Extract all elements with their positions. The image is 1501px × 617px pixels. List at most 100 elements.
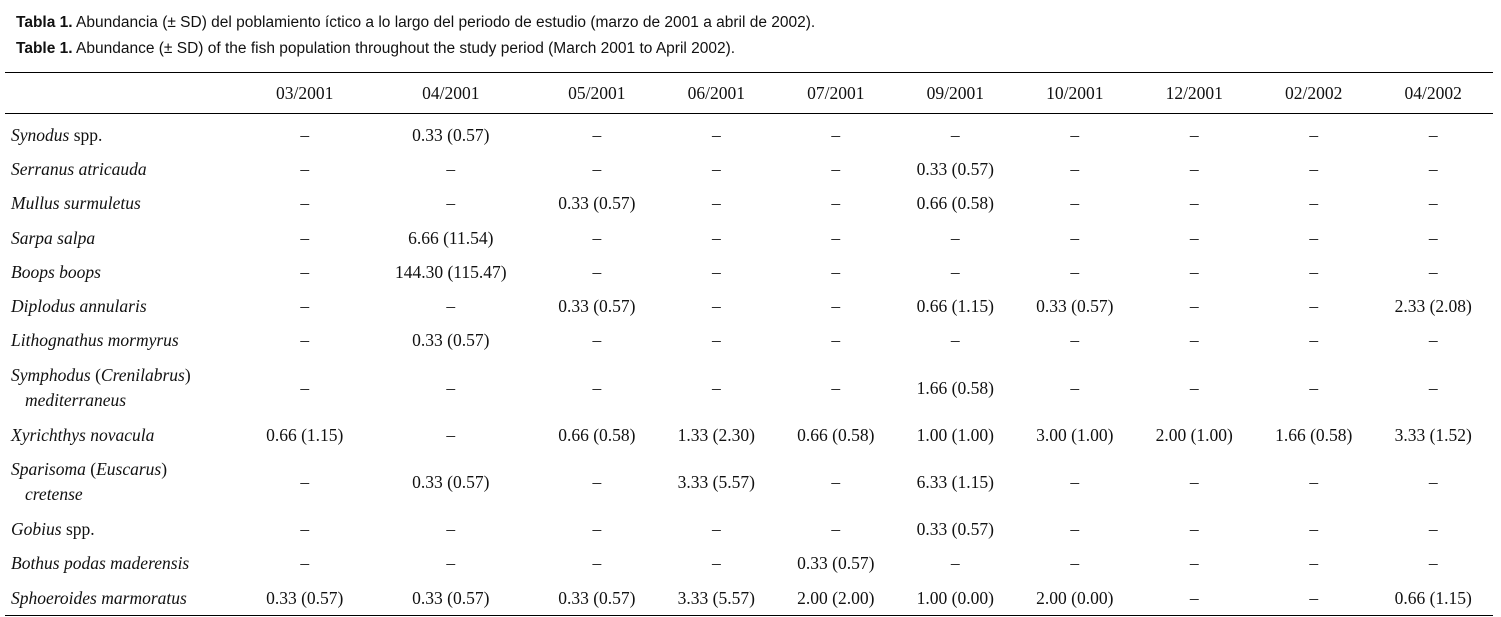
abundance-cell: – (831, 261, 841, 282)
abundance-cell: – (1309, 296, 1319, 317)
abundance-cell: 0.66 (1.15) (266, 424, 344, 445)
species-name-continuation: cretense (25, 484, 83, 505)
abundance-cell: – (1428, 124, 1438, 145)
abundance-cell: – (950, 124, 960, 145)
abundance-cell: 1.66 (0.58) (916, 377, 994, 398)
species-name-part: Synodus (11, 124, 70, 145)
abundance-cell: – (831, 296, 841, 317)
species-name: Gobius spp. (5, 512, 245, 546)
abundance-cell: – (300, 261, 310, 282)
abundance-cell: – (1428, 471, 1438, 492)
abundance-cell: – (1070, 193, 1080, 214)
column-header: 12/2001 (1134, 72, 1254, 114)
abundance-cell: – (1189, 124, 1199, 145)
abundance-cell: – (446, 193, 456, 214)
abundance-cell: 1.00 (1.00) (916, 424, 994, 445)
species-name-part: Symphodus (11, 365, 91, 386)
abundance-cell: 3.33 (1.52) (1394, 424, 1472, 445)
abundance-cell: 0.33 (0.57) (412, 124, 490, 145)
abundance-cell: 2.00 (0.00) (1015, 580, 1135, 617)
abundance-cell: – (711, 553, 721, 574)
abundance-cell: 1.33 (2.30) (677, 424, 755, 445)
abundance-cell: – (1189, 296, 1199, 317)
abundance-cell: 0.33 (0.57) (412, 471, 490, 492)
abundance-cell: – (831, 519, 841, 540)
abundance-cell: – (1254, 580, 1374, 617)
abundance-cell: – (1428, 330, 1438, 351)
abundance-cell: – (1070, 261, 1080, 282)
species-name-part: ) (161, 459, 168, 480)
abundance-cell: – (592, 124, 602, 145)
species-name-part: Euscarus (96, 459, 162, 480)
abundance-cell: – (300, 158, 310, 179)
table-row: Synodus spp. – 0.33 (0.57) – – – – – – – – (5, 114, 1493, 153)
abundance-cell: – (1428, 519, 1438, 540)
abundance-cell: – (831, 193, 841, 214)
abundance-cell: – (831, 471, 841, 492)
table-row: Boops boops – 144.30 (115.47) – – – – – – – – (5, 255, 1493, 289)
caption-label: Table 1. (16, 40, 73, 57)
abundance-cell: – (446, 424, 456, 445)
abundance-cell: – (592, 553, 602, 574)
species-name-part: ( (85, 459, 97, 480)
caption-label: Tabla 1. (16, 14, 73, 31)
abundance-table: 03/2001 04/2001 05/2001 06/2001 07/2001 … (5, 72, 1493, 617)
abundance-cell: – (831, 158, 841, 179)
abundance-cell: – (446, 377, 456, 398)
column-header: 07/2001 (776, 72, 896, 114)
abundance-cell: 1.00 (0.00) (895, 580, 1016, 617)
species-name-part: Crenilabrus (100, 365, 185, 386)
abundance-cell: 0.33 (0.57) (537, 580, 657, 617)
abundance-cell: 0.66 (0.58) (916, 193, 994, 214)
species-name-part: spp. (61, 519, 95, 540)
column-header: 02/2002 (1254, 72, 1374, 114)
abundance-cell: – (1428, 553, 1438, 574)
abundance-cell: – (300, 227, 310, 248)
abundance-cell: – (300, 330, 310, 351)
abundance-cell: – (1309, 377, 1319, 398)
species-name-part: Diplodus annularis (11, 296, 147, 317)
abundance-cell: 1.66 (0.58) (1275, 424, 1353, 445)
species-name: Symphodus (Crenilabrus) mediterraneus (5, 358, 245, 418)
abundance-cell: – (950, 227, 960, 248)
abundance-cell: – (1309, 330, 1319, 351)
abundance-cell: – (1189, 553, 1199, 574)
species-name: Serranus atricauda (5, 152, 245, 186)
abundance-cell: – (300, 519, 310, 540)
abundance-cell: – (711, 296, 721, 317)
table-row: Symphodus (Crenilabrus) mediterraneus – – – –… (5, 358, 1493, 418)
abundance-cell: 6.33 (1.15) (916, 471, 994, 492)
abundance-cell: 3.33 (5.57) (677, 471, 755, 492)
species-name: Sarpa salpa (5, 221, 245, 255)
abundance-cell: – (446, 519, 456, 540)
abundance-cell: – (446, 158, 456, 179)
abundance-cell: – (1189, 471, 1199, 492)
abundance-cell: – (950, 330, 960, 351)
species-name-part: spp. (69, 124, 103, 145)
abundance-cell: – (592, 377, 602, 398)
abundance-cell: – (300, 377, 310, 398)
abundance-cell: – (1070, 519, 1080, 540)
abundance-cell: – (1189, 330, 1199, 351)
table-row: Bothus podas maderensis – – – – 0.33 (0.57) – –… (5, 547, 1493, 581)
caption-english: Table 1. Abundance (± SD) of the fish po… (16, 36, 815, 62)
abundance-cell: 0.33 (0.57) (558, 296, 636, 317)
abundance-cell: 0.66 (1.15) (1373, 580, 1493, 617)
abundance-cell: – (1070, 227, 1080, 248)
abundance-cell: 2.00 (1.00) (1155, 424, 1233, 445)
species-name: Lithognathus mormyrus (5, 324, 245, 358)
abundance-cell: – (711, 193, 721, 214)
species-name-part: Xyrichthys novacula (11, 424, 155, 445)
table-row: Diplodus annularis – – 0.33 (0.57) – – 0.66 (1… (5, 289, 1493, 323)
table-row: Sphoeroides marmoratus 0.33 (0.57) 0.33 (0… (5, 580, 1493, 617)
abundance-cell: – (592, 471, 602, 492)
species-name-part: ) (184, 365, 191, 386)
species-name: Sparisoma (Euscarus) cretense (5, 452, 245, 512)
species-name-part: Sparisoma (11, 459, 86, 480)
abundance-cell: 0.33 (0.57) (916, 158, 994, 179)
species-name-part: Bothus podas maderensis (11, 553, 190, 574)
abundance-cell: – (1309, 519, 1319, 540)
abundance-cell: – (831, 377, 841, 398)
abundance-cell: 2.33 (2.08) (1394, 296, 1472, 317)
abundance-cell: – (300, 296, 310, 317)
